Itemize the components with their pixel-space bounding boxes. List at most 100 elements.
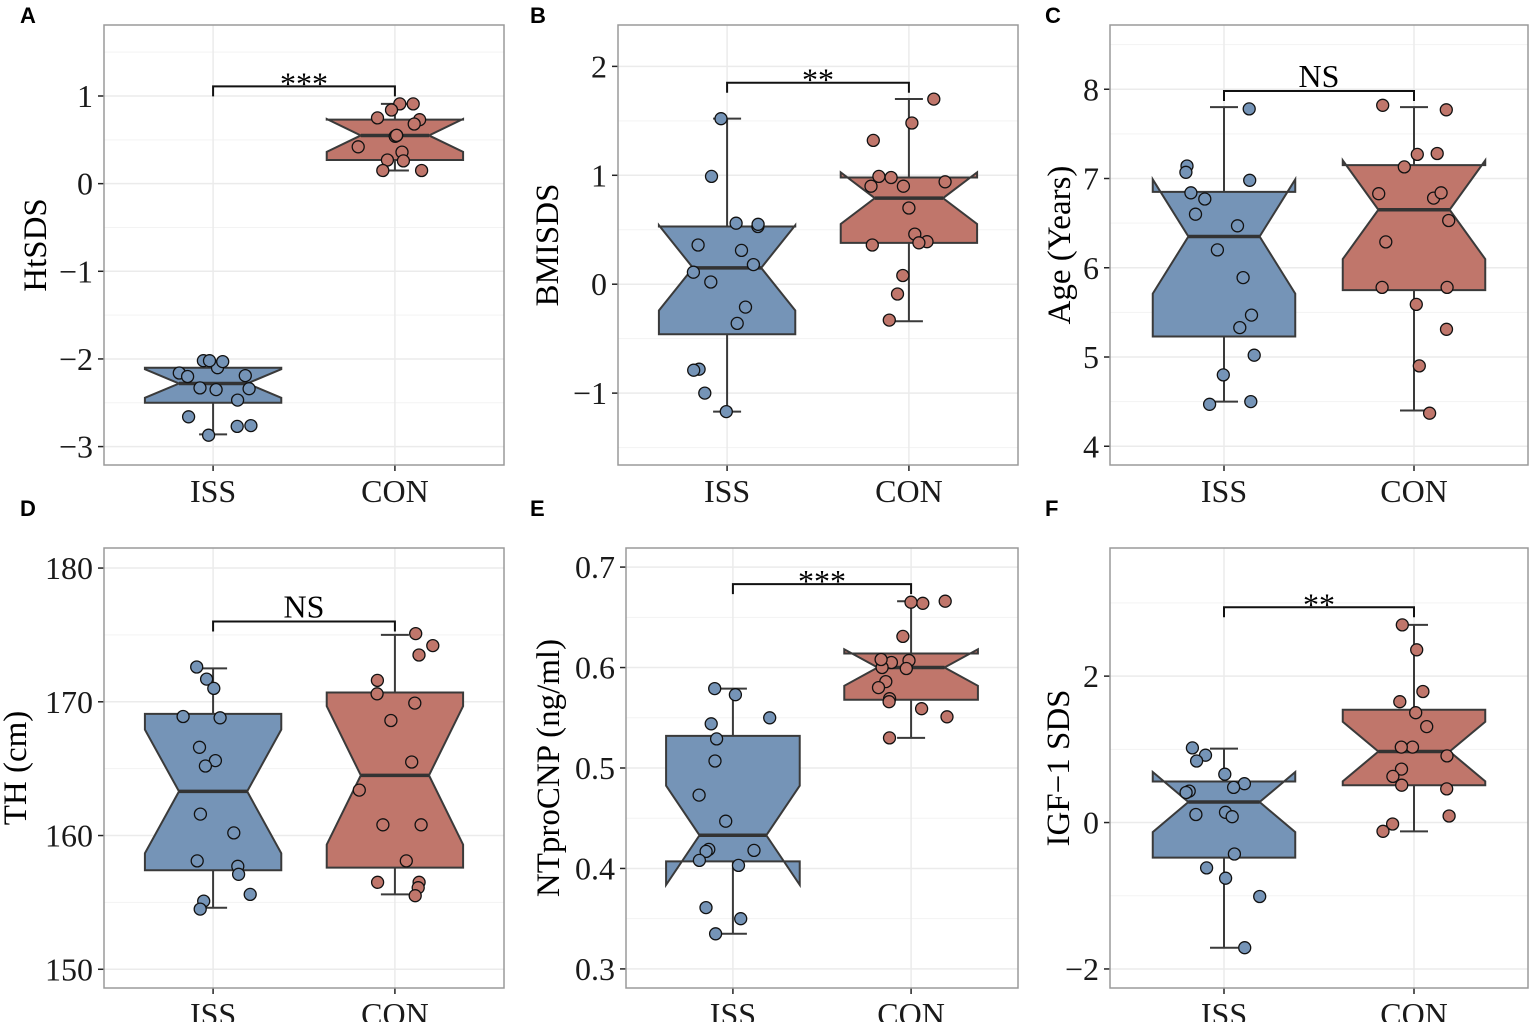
data-point-iss [1247, 348, 1261, 362]
data-point-con [1439, 103, 1453, 117]
panel-border [1109, 547, 1529, 989]
y-axis-title: HtSDS [18, 198, 54, 292]
data-point-iss [213, 711, 227, 725]
data-point-con [890, 287, 905, 301]
y-tick-label: 7 [1083, 161, 1099, 197]
data-point-iss [192, 740, 207, 754]
y-axis-title: Age (Years) [1042, 166, 1078, 325]
y-tick-label: −1 [59, 253, 93, 289]
data-point-iss [1216, 368, 1230, 382]
x-tick-label-iss: ISS [710, 996, 756, 1022]
data-point-iss [692, 788, 706, 802]
data-point-iss [734, 243, 749, 258]
data-point-con [884, 170, 898, 185]
data-point-con [1372, 187, 1386, 201]
data-point-con [408, 696, 422, 710]
x-tick-label-iss: ISS [190, 996, 236, 1022]
data-point-iss [1238, 941, 1252, 955]
data-point-iss [1218, 871, 1233, 885]
data-point-con [1395, 778, 1409, 792]
y-tick-label: 0 [591, 266, 607, 302]
data-point-iss [699, 844, 713, 859]
data-point-iss [1236, 270, 1250, 285]
data-point-iss [708, 927, 723, 941]
data-point-con [376, 818, 390, 832]
y-tick-label: 1 [77, 78, 93, 114]
data-point-iss [704, 717, 718, 731]
data-point-con [1379, 235, 1393, 249]
data-point-iss [1185, 741, 1200, 755]
data-point-iss [704, 169, 719, 184]
significance-bracket [1223, 606, 1415, 618]
data-point-con [874, 652, 888, 667]
significance-label: *** [798, 563, 846, 599]
box-iss [665, 687, 801, 935]
data-point-iss [230, 393, 245, 407]
data-point-iss [1184, 186, 1198, 200]
data-point-con [405, 755, 419, 769]
data-point-iss [201, 428, 216, 442]
data-point-iss [687, 363, 701, 377]
data-point-iss [746, 257, 761, 272]
data-point-iss [238, 368, 252, 383]
data-point-iss [763, 711, 777, 725]
data-point-con [882, 313, 896, 327]
data-point-iss [729, 216, 743, 230]
data-point-con [896, 268, 910, 283]
data-point-con [905, 116, 919, 130]
y-tick-label: 5 [1083, 339, 1099, 375]
significance-bracket [731, 583, 913, 595]
y-tick-label: 0 [1083, 805, 1099, 841]
data-point-iss [1242, 102, 1256, 116]
panel-border [1109, 24, 1529, 466]
data-point-con [389, 128, 404, 143]
significance-label: ** [1303, 586, 1335, 622]
significance-label: *** [280, 65, 328, 101]
data-point-con [864, 179, 878, 193]
data-point-con [1422, 406, 1437, 420]
data-point-con [1416, 684, 1430, 699]
data-point-con [1434, 186, 1448, 200]
data-point-iss [190, 854, 204, 868]
box-iss [657, 117, 797, 413]
data-point-con [409, 626, 423, 641]
data-point-iss [1218, 767, 1232, 781]
y-tick-label: 2 [591, 48, 607, 84]
data-point-iss [747, 843, 761, 858]
data-point-con [1409, 706, 1423, 720]
y-tick-label: 160 [45, 818, 93, 854]
data-point-iss [1233, 320, 1247, 335]
data-point-iss [1179, 165, 1193, 179]
data-point-iss [730, 316, 744, 331]
data-point-iss [193, 902, 207, 916]
x-tick-label-con: CON [1380, 996, 1448, 1022]
data-point-iss [709, 732, 724, 746]
data-point-iss [1227, 847, 1242, 861]
data-point-iss [230, 419, 244, 434]
y-tick-label: −3 [59, 429, 93, 465]
data-point-con [426, 638, 440, 653]
data-point-con [351, 140, 365, 154]
data-point-iss [731, 858, 746, 873]
data-point-con [899, 661, 913, 676]
panel-letter: B [530, 3, 546, 28]
panel-letter: C [1045, 3, 1061, 28]
data-point-con [1386, 769, 1400, 784]
panel-letter: E [530, 496, 545, 521]
data-point-iss [242, 382, 256, 396]
data-point-iss [180, 369, 195, 384]
data-point-con [399, 854, 413, 868]
data-point-con [1410, 147, 1424, 162]
data-point-con [882, 731, 897, 745]
data-point-con [1395, 618, 1409, 632]
data-point-iss [738, 300, 753, 314]
data-point-iss [209, 382, 223, 397]
data-point-iss [1189, 807, 1203, 822]
data-point-iss [176, 709, 190, 724]
data-point-con [940, 710, 954, 724]
data-point-con [412, 648, 426, 662]
y-tick-label: 180 [45, 550, 93, 586]
data-point-iss [728, 688, 743, 702]
y-tick-label: 8 [1083, 71, 1099, 107]
data-point-iss [1199, 861, 1214, 875]
